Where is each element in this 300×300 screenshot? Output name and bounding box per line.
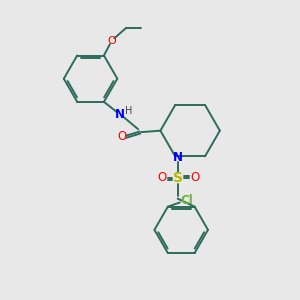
Text: O: O: [158, 171, 167, 184]
Text: S: S: [172, 171, 183, 185]
Text: O: O: [107, 36, 116, 46]
Text: H: H: [125, 106, 132, 116]
Text: O: O: [190, 171, 199, 184]
Text: N: N: [172, 152, 183, 164]
Text: Cl: Cl: [180, 194, 193, 207]
Text: N: N: [115, 108, 125, 121]
Text: O: O: [118, 130, 127, 143]
